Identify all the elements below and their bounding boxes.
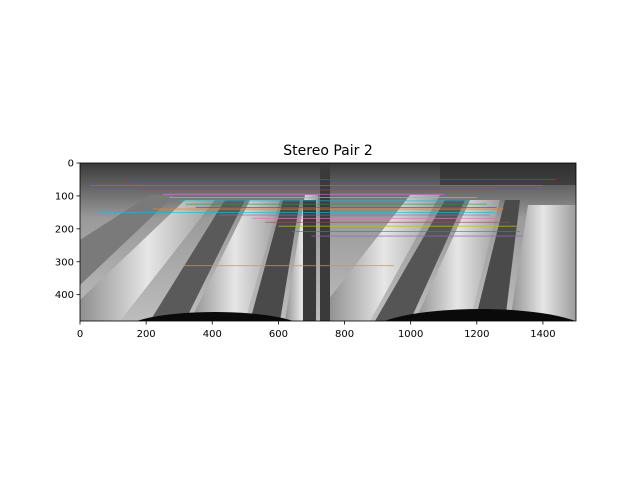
x-tick-label: 400 — [203, 329, 222, 340]
right-view-plank — [415, 200, 500, 321]
chart-title: Stereo Pair 2 — [283, 143, 372, 159]
left-view-plank — [150, 200, 245, 321]
left-view-plank — [80, 200, 215, 321]
y-tick-label: 200 — [55, 224, 74, 235]
left-view-plank — [80, 195, 175, 285]
y-tick-label: 100 — [55, 191, 74, 202]
x-tick-label: 800 — [335, 329, 354, 340]
left-view-plank — [190, 200, 280, 321]
left-view-plank — [250, 200, 300, 321]
x-tick-label: 1400 — [530, 329, 555, 340]
axes-frame — [79, 162, 577, 322]
x-tick-label: 1200 — [464, 329, 489, 340]
left-view-rail — [303, 200, 316, 321]
feature-matches — [89, 179, 557, 267]
x-tick-label: 600 — [269, 329, 288, 340]
x-tick-label: 0 — [77, 329, 83, 340]
x-tick-label: 1000 — [398, 329, 423, 340]
x-axis-ticks: 0 200 400 600 800 1000 1200 1400 — [77, 321, 556, 340]
right-view-plank — [475, 200, 520, 321]
plot-area — [80, 163, 576, 321]
right-view-plank — [375, 200, 465, 321]
right-view-plank — [510, 205, 576, 321]
y-tick-label: 0 — [68, 159, 74, 170]
left-view-shadow — [137, 312, 293, 321]
x-tick-label: 200 — [137, 329, 156, 340]
y-tick-label: 300 — [55, 257, 74, 268]
y-tick-label: 400 — [55, 290, 74, 301]
right-view-shadow — [384, 309, 576, 321]
left-view-image — [80, 195, 318, 321]
y-axis-ticks: 0 100 200 300 400 — [55, 159, 80, 301]
right-view-rail — [320, 163, 330, 321]
right-view-top-dark — [440, 163, 576, 185]
